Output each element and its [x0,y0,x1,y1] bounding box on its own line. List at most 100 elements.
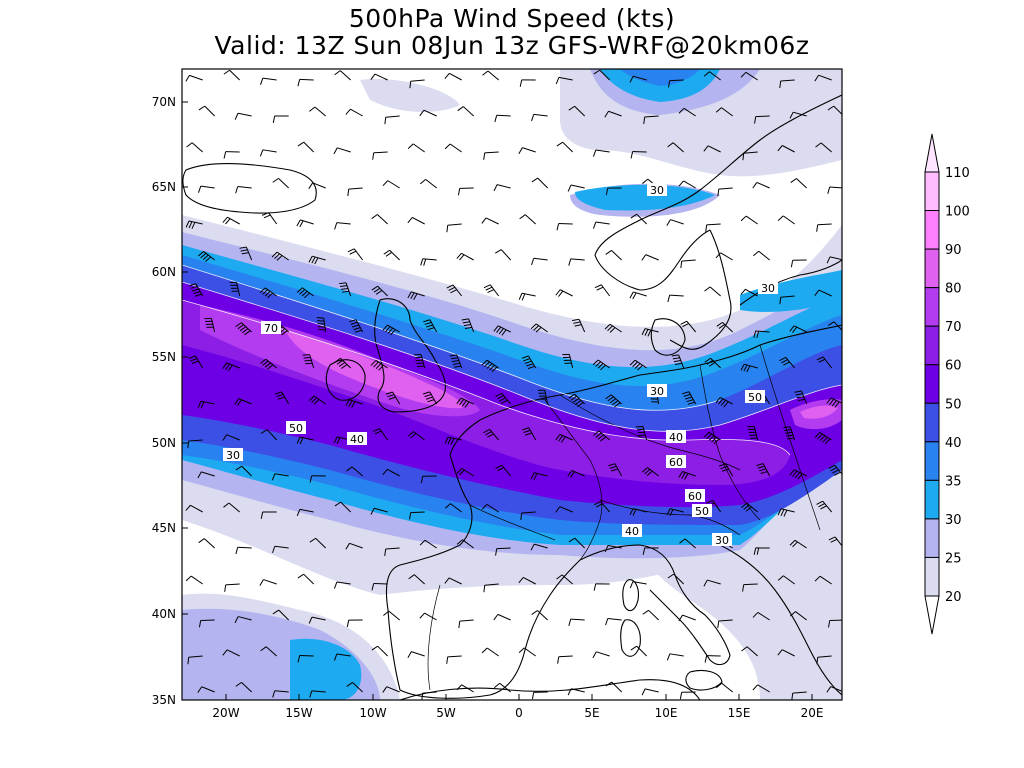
wind-barb-staff [642,426,648,441]
wind-barb-staff [200,185,215,189]
wind-barb-feather [642,547,646,555]
wind-barb-feather [666,508,671,516]
wind-barb-feather [785,431,793,434]
wind-barb-feather [494,249,502,254]
wind-barb-feather [385,391,393,395]
wind-barb-feather [484,361,490,368]
wind-barb-feather [309,475,313,483]
wind-barb-staff [528,427,537,441]
wind-barb-feather [390,329,396,336]
wind-barb-feather [605,394,612,400]
wind-barb-staff [720,252,733,261]
colorbar-segment [924,402,940,443]
wind-barb-staff [746,646,758,657]
wind-barb-staff [191,142,203,153]
wind-barb-staff [561,574,573,585]
wind-barb-feather [530,323,537,330]
wind-barb-feather [234,616,239,624]
wind-barb-feather [789,539,796,546]
wind-barb-staff [210,318,216,333]
coast-great-britain [374,298,446,413]
wind-barb-feather [223,502,230,508]
wind-band-35kt-north [620,69,700,86]
wind-barb-feather [459,399,465,406]
wind-barb-feather [523,429,531,433]
wind-barb-staff [188,655,203,658]
wind-barb-staff [537,610,549,621]
wind-barb-feather [334,501,342,507]
wind-barb-feather [605,681,613,687]
wind-barb-feather [372,428,380,432]
wind-barb-staff [484,151,499,154]
wind-barb-feather [816,224,819,232]
wind-barb-staff [274,545,289,549]
wind-barb-staff [718,619,733,622]
wind-barb-feather [267,364,274,370]
wind-barb-staff [201,686,215,693]
wind-barb-feather [224,584,227,592]
wind-barb-feather [261,212,269,216]
wind-barb-staff [800,390,808,405]
wind-barb-feather [567,184,572,192]
wind-barb-staff [422,691,437,694]
wind-barb-staff [523,577,536,585]
wind-barb-feather [444,72,450,79]
wind-barb-feather [446,225,449,233]
wind-barb-feather [296,436,301,444]
wind-barb-staff [793,111,807,117]
wind-barb-feather [795,393,803,396]
wind-barb-staff [559,433,573,441]
wind-barb-feather [641,688,646,696]
wind-barb-feather [198,105,206,111]
wind-barb-feather [568,258,572,266]
wind-barb-staff [461,252,474,261]
wind-barb-staff [574,537,586,549]
wind-barb-feather [787,437,795,440]
wind-barb-feather [333,581,338,589]
contour-label-box [647,183,667,196]
wind-barb-feather [668,80,671,88]
wind-barb-feather [592,651,597,659]
lon-tick-label: 15E [728,706,751,720]
wind-barb-staff [281,391,290,405]
wind-barb-staff [783,575,795,585]
wind-barb-feather [834,401,840,408]
contour-label: 30 [226,449,240,462]
wind-barb-feather [781,359,788,364]
contour-label: 30 [650,385,664,398]
wind-barb-feather [339,282,347,285]
wind-barb-feather [752,182,758,189]
wind-barb-feather [629,508,634,516]
wind-barb-feather [333,436,338,444]
wind-barb-feather [740,71,747,78]
wind-barb-staff [795,611,807,621]
wind-barb-feather [299,289,306,295]
wind-barb-staff [743,151,758,154]
wind-barb-staff [681,259,696,262]
wind-barb-staff [597,359,610,369]
wind-barb-feather [191,360,199,364]
wind-barb-feather [794,472,800,479]
wind-barb-feather [481,647,488,654]
wind-barb-staff [299,436,314,441]
wind-barb-feather [346,466,353,472]
wind-barb-feather [458,621,461,629]
contour-label-box [692,504,712,517]
wind-barb-staff [303,573,315,585]
longitude-axis: 20W 15W 10W 5W 0 5E 10E 15E 20E [212,694,823,720]
wind-barb-staff [709,286,721,297]
colorbar-segment [924,248,940,289]
wind-barb-feather [370,360,377,366]
wind-band-80kt-east [800,405,838,419]
wind-barb-feather [533,325,540,331]
wind-barb-staff [644,328,659,333]
wind-barb-feather [555,434,561,441]
wind-barb-staff [486,647,499,657]
wind-barb-staff [678,354,685,369]
wind-barb-staff [375,360,388,369]
wind-barb-feather [461,400,467,407]
wind-barb-feather [447,437,452,445]
wind-barb-staff [533,113,548,117]
wind-barb-feather [387,394,395,398]
wind-barb-staff [412,143,425,153]
